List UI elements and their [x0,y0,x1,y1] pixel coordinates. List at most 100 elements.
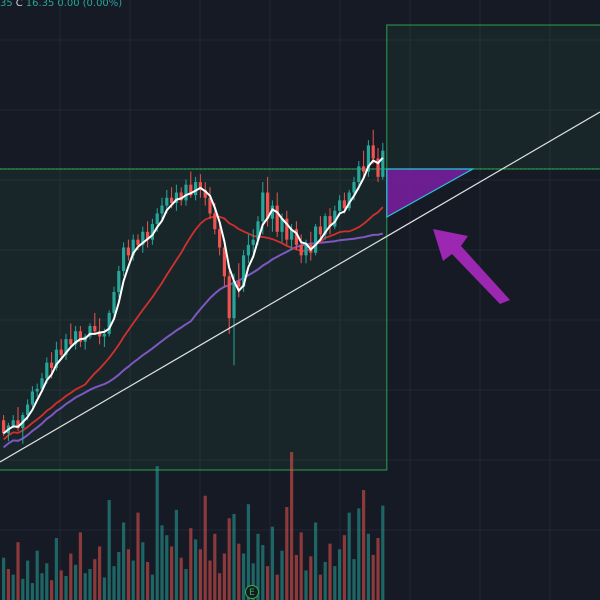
candle-body [160,205,164,214]
arrow-icon [433,229,510,304]
candle-body [122,247,126,272]
volume-bar [74,564,78,600]
volume-bar [30,583,34,600]
candle-body [102,333,106,337]
volume-bar [21,578,25,600]
trendline [0,111,600,463]
volume-bar [11,574,15,600]
candle-body [30,391,34,405]
candle-body [40,378,44,389]
volume-bar [242,553,246,600]
volume-bar [366,533,370,600]
volume-bar [218,573,222,600]
volume-bar [222,553,226,600]
volume-bar [232,514,236,600]
candle-body [299,244,303,256]
candle-body [213,213,217,230]
candle-body [2,420,6,434]
candle-body [69,339,73,345]
ma-fast-line [2,157,384,435]
volume-bar [194,539,198,600]
candle-body [208,197,212,214]
volume-bar [93,559,97,600]
candle-body [347,192,351,209]
candle-body [304,244,308,256]
volume-bar [261,545,265,600]
candle-body [371,145,375,159]
volume-bar [318,574,322,600]
candle-body [26,404,30,416]
volume-bar [237,543,241,600]
candle-body [198,182,202,190]
volume-bar [2,557,6,600]
volume-bar [155,466,159,600]
candle-body [381,150,385,177]
volume-bar [251,563,255,600]
volume-bar [59,570,63,600]
candle-body [232,281,236,319]
volume-bar [227,518,231,600]
candle-body [270,205,274,219]
candle-body [136,239,140,245]
candle-body [318,226,322,235]
volume-bar [275,574,279,600]
volume-bar [352,559,356,600]
volume-bar [338,549,342,600]
volume-bar [141,542,145,600]
volume-bar [328,543,332,600]
volume-bar [285,507,289,600]
candle-body [50,362,54,368]
volume-bar [198,549,202,600]
candle-body [107,312,111,334]
candle-body [261,192,265,222]
volume-bar [88,569,92,600]
volume-bar [213,533,217,600]
candle-body [117,271,121,292]
candle-body [246,244,250,256]
candle-body [93,326,97,332]
candle-body [376,158,380,177]
volume-bar [170,546,174,600]
volume-bar [179,557,183,600]
candle-body [59,349,63,355]
volume-bar [371,554,375,600]
candle-body [251,239,255,245]
candle-body [314,226,318,253]
volume-bar [150,574,154,600]
candle-body [323,216,327,235]
volume-bar [256,533,260,600]
ohlc-legend: 35 C 16.35 0.00 (0.00%) [0,0,125,10]
ma-mid-line [3,206,384,441]
candle-body [45,362,49,379]
candle-body [88,326,92,337]
candle-body [352,182,356,193]
volume-bar [98,546,102,600]
volume-bar [347,512,351,600]
earnings-icon[interactable]: E [245,585,259,599]
volume-bar [294,554,298,600]
volume-bar [107,499,111,600]
candle-body [98,331,102,337]
candle-body [174,192,178,203]
volume-bar [362,490,366,600]
candle-body [35,388,39,392]
volume-bar [54,538,58,600]
candle-body [194,182,198,196]
volume-bar [381,505,385,600]
candle-body [203,189,207,198]
change-percent: (0.00%) [82,0,123,9]
volume-bar [131,560,135,600]
candle-body [74,331,78,345]
volume-bar [112,566,116,600]
volume-bar [189,528,193,600]
volume-bar [83,573,87,600]
volume-bar [78,532,82,600]
candle-body [342,200,346,209]
candle-body [357,166,361,183]
candle-body [189,184,193,196]
candle-body [150,223,154,240]
change-value: 0.00 [57,0,80,9]
candle-body [366,145,370,172]
volume-bar [333,566,337,600]
